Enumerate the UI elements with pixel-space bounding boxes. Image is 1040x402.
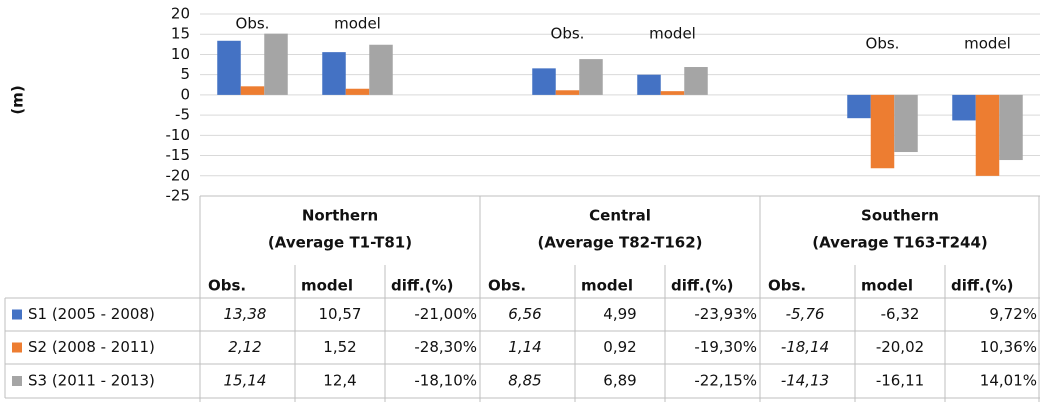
region-name: Central xyxy=(589,207,651,225)
bar xyxy=(240,86,265,95)
diff-value: -21,00% xyxy=(414,305,477,323)
model-value: 4,99 xyxy=(603,305,636,323)
bar xyxy=(870,94,895,169)
region-name: Northern xyxy=(302,207,378,225)
obs-value: -18,14 xyxy=(781,338,829,356)
legend-swatch xyxy=(12,342,22,353)
legend-label: S2 (2008 - 2011) xyxy=(28,338,155,356)
y-tick-label: 20 xyxy=(171,5,190,23)
bar xyxy=(637,74,661,95)
category-label: Obs. xyxy=(551,25,585,43)
obs-value: 13,38 xyxy=(224,305,267,323)
obs-value: 8,85 xyxy=(508,372,541,390)
bar xyxy=(369,44,393,95)
column-header: model xyxy=(581,277,633,295)
bar xyxy=(660,91,685,95)
y-tick-label: 0 xyxy=(180,85,190,103)
column-header: Obs. xyxy=(488,277,526,295)
y-tick-label: -25 xyxy=(166,187,191,205)
obs-value: 1,14 xyxy=(508,338,541,356)
column-header: diff.(%) xyxy=(951,277,1013,295)
legend-label: S3 (2011 - 2013) xyxy=(28,372,155,390)
category-label: model xyxy=(649,25,696,43)
diff-value: -23,93% xyxy=(694,305,757,323)
column-header: model xyxy=(861,277,913,295)
category-label: Obs. xyxy=(236,15,270,33)
category-label: model xyxy=(964,35,1011,53)
bar xyxy=(684,67,708,95)
category-label: model xyxy=(334,15,381,33)
column-header: diff.(%) xyxy=(671,277,733,295)
column-header: diff.(%) xyxy=(391,277,453,295)
y-tick-label: -20 xyxy=(166,166,191,184)
model-value: 10,57 xyxy=(319,305,362,323)
y-axis-label: (m) xyxy=(9,85,27,114)
model-value: 12,4 xyxy=(323,372,356,390)
y-tick-label: 10 xyxy=(171,45,190,63)
bar xyxy=(579,59,603,95)
y-tick-label: -15 xyxy=(166,146,191,164)
model-value: 0,92 xyxy=(603,338,636,356)
legend-swatch xyxy=(12,376,22,386)
bar xyxy=(999,94,1023,161)
legend-swatch xyxy=(12,309,22,320)
legend-label: S1 (2005 - 2008) xyxy=(28,305,155,323)
diff-value: -28,30% xyxy=(414,338,477,356)
diff-value: -18,10% xyxy=(414,372,477,390)
bar xyxy=(345,88,370,95)
bar xyxy=(217,40,241,95)
column-header: Obs. xyxy=(208,277,246,295)
bar xyxy=(322,52,346,95)
category-label: Obs. xyxy=(866,35,900,53)
model-value: -20,02 xyxy=(876,338,924,356)
bar xyxy=(847,94,871,119)
bar xyxy=(264,33,288,95)
column-header: model xyxy=(301,277,353,295)
obs-value: -5,76 xyxy=(786,305,825,323)
diff-value: 10,36% xyxy=(980,338,1037,356)
region-subtitle: (Average T82-T162) xyxy=(537,234,702,252)
model-value: -6,32 xyxy=(881,305,920,323)
diff-value: 9,72% xyxy=(989,305,1037,323)
region-subtitle: (Average T1-T81) xyxy=(268,234,412,252)
obs-value: -14,13 xyxy=(781,372,829,390)
diff-value: -22,15% xyxy=(694,372,757,390)
model-value: 1,52 xyxy=(323,338,356,356)
region-name: Southern xyxy=(861,207,939,225)
y-tick-label: -5 xyxy=(175,106,190,124)
column-header: Obs. xyxy=(768,277,806,295)
model-value: 6,89 xyxy=(603,372,636,390)
y-tick-label: -10 xyxy=(166,126,191,144)
bar xyxy=(975,94,1000,176)
diff-value: -19,30% xyxy=(694,338,757,356)
y-tick-label: 15 xyxy=(171,25,190,43)
model-value: -16,11 xyxy=(876,372,924,390)
obs-value: 6,56 xyxy=(508,305,541,323)
region-subtitle: (Average T163-T244) xyxy=(812,234,988,252)
y-tick-label: 5 xyxy=(180,65,190,83)
bar xyxy=(555,90,580,95)
obs-value: 15,14 xyxy=(224,372,267,390)
obs-value: 2,12 xyxy=(228,338,261,356)
bar xyxy=(894,94,918,153)
bar xyxy=(952,94,976,121)
diff-value: 14,01% xyxy=(980,372,1037,390)
bar xyxy=(532,68,556,95)
